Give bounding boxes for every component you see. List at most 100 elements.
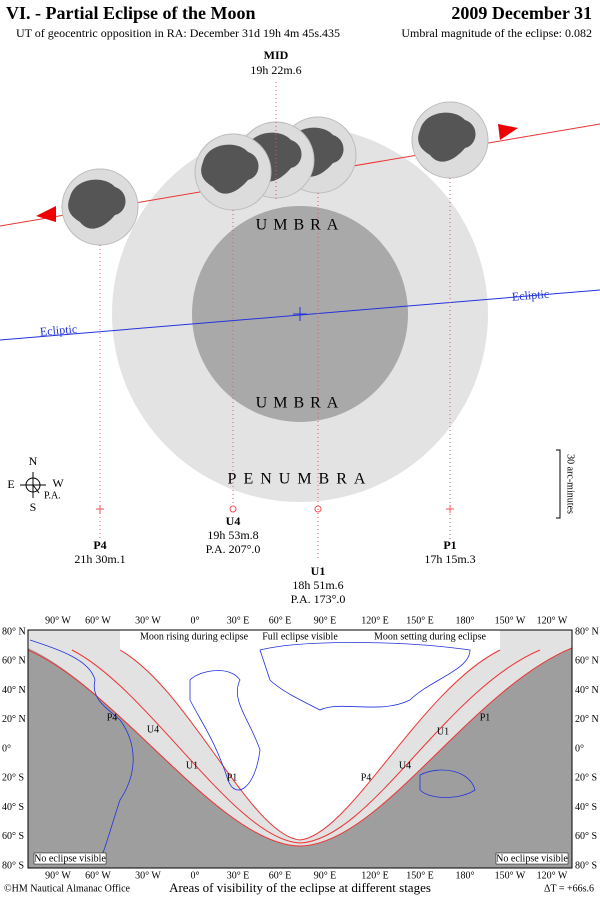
umbra-label: UMBRA [256,395,345,412]
lon-label: 60° W [85,615,111,626]
lat-label: 80° N [2,626,26,637]
curve-label: P4 [107,712,118,723]
no-eclipse: No eclipse visible [496,853,568,864]
moons [61,101,489,246]
region-label: Full eclipse visible [262,631,338,642]
curve-label: U4 [399,760,411,771]
compass-w: W [52,476,64,490]
contact-label: P1 [443,538,456,552]
lat-label: 20° S [575,773,597,784]
compass-s: S [30,500,37,514]
curve-label: P4 [361,772,372,783]
credit: ©HM Nautical Almanac Office [4,883,131,894]
lon-label: 30° W [135,870,161,881]
lat-label: 80° N [575,626,599,637]
lat-label: 20° N [575,714,599,725]
lat-label: 60° S [575,831,597,842]
eclipse-diagram: MID 19h 22m.6 P4 21h 30m.1 U4 19h 53m.8 … [0,48,600,606]
lon-label: 120° W [537,870,568,881]
lon-label: 180° [456,615,475,626]
mid-label: MID [264,48,289,62]
lon-label: 0° [191,615,200,626]
curve-label: U1 [186,760,198,771]
contact-label: P4 [93,538,106,552]
arrow [36,206,56,222]
map-frame [27,629,573,869]
lon-label: 120° E [361,870,389,881]
contact-label: U1 [311,564,326,578]
region-label: Moon setting during eclipse [374,631,486,642]
umbra-label: UMBRA [256,217,345,234]
contact-lines [99,82,451,560]
moon-maria [418,112,476,162]
lat-label: 40° N [575,685,599,696]
lon-label: 90° E [314,870,337,881]
caption: Areas of visibility of the eclipse at di… [169,880,431,895]
lon-label: 90° E [314,615,337,626]
lon-label: 30° E [227,615,250,626]
penumbra-label: PENUMBRA [228,471,373,488]
lon-label: 90° W [45,870,71,881]
lat-label: 80° S [2,860,24,871]
date: 2009 December 31 [451,3,592,23]
map: 90° W 90° W 60° W 60° W 30° W 30° W 0° 0° 30° E 3… [2,615,599,895]
map-labels: 90° W 90° W 60° W 60° W 30° W 30° W 0° 0° 30° E 3… [2,615,599,881]
contact-markers [96,505,454,513]
scale-label: 30 arc-minutes [565,454,576,514]
subtitle: UT of geocentric opposition in RA: Decem… [16,26,340,40]
scale-bar [556,449,561,519]
curve-label: U1 [437,726,449,737]
magnitude: Umbral magnitude of the eclipse: 0.082 [401,26,592,40]
lon-label: 150° W [495,870,526,881]
moon-maria [68,179,126,229]
region-label: Moon rising during eclipse [140,631,249,642]
ecliptic-label: Ecliptic [39,322,77,339]
contact-time: 18h 51m.6 [292,578,343,592]
delta-t: ΔT = +66s.6 [544,883,594,894]
lat-label: 60° S [2,831,24,842]
title: VI. - Partial Eclipse of the Moon [6,3,255,23]
lat-label: 20° S [2,773,24,784]
lon-label: 90° W [45,615,71,626]
lat-label: 80° S [575,860,597,871]
lon-label: 60° E [269,615,292,626]
lat-label: 0° [575,743,584,754]
ecliptic-label: Ecliptic [511,287,549,304]
lon-label: 60° W [85,870,111,881]
lon-label: 30° W [135,615,161,626]
lon-label: 30° E [227,870,250,881]
lon-label: 120° W [537,615,568,626]
contact-time: 21h 30m.1 [74,552,125,566]
lat-label: 60° N [575,656,599,667]
compass: N S E W P.A. [7,454,64,514]
header: VI. - Partial Eclipse of the Moon UT of … [6,3,592,40]
lon-label: 150° E [406,615,434,626]
lat-label: 40° S [575,802,597,813]
contact-pa: P.A. 173°.0 [291,592,346,606]
lat-label: 0° [2,743,11,754]
curve-label: P1 [227,772,238,783]
lat-label: 40° N [2,685,26,696]
contact-time: 17h 15m.3 [424,552,475,566]
curve-label: U4 [147,724,159,735]
contact-pa: P.A. 207°.0 [206,542,261,556]
lat-label: 20° N [2,714,26,725]
lat-label: 60° N [2,656,26,667]
contact-label: U4 [226,514,241,528]
mid-time: 19h 22m.6 [250,63,301,77]
lon-label: 150° E [406,870,434,881]
compass-n: N [29,454,38,468]
lon-label: 180° [456,870,475,881]
lon-label: 150° W [495,615,526,626]
contact-time: 19h 53m.8 [207,528,258,542]
arrow [498,124,518,140]
lon-label: 60° E [269,870,292,881]
lon-label: 0° [191,870,200,881]
moon-maria [201,144,259,194]
compass-e: E [7,477,14,491]
lat-label: 40° S [2,802,24,813]
curve-label: P1 [480,712,491,723]
compass-pa: P.A. [44,490,61,501]
lon-label: 120° E [361,615,389,626]
